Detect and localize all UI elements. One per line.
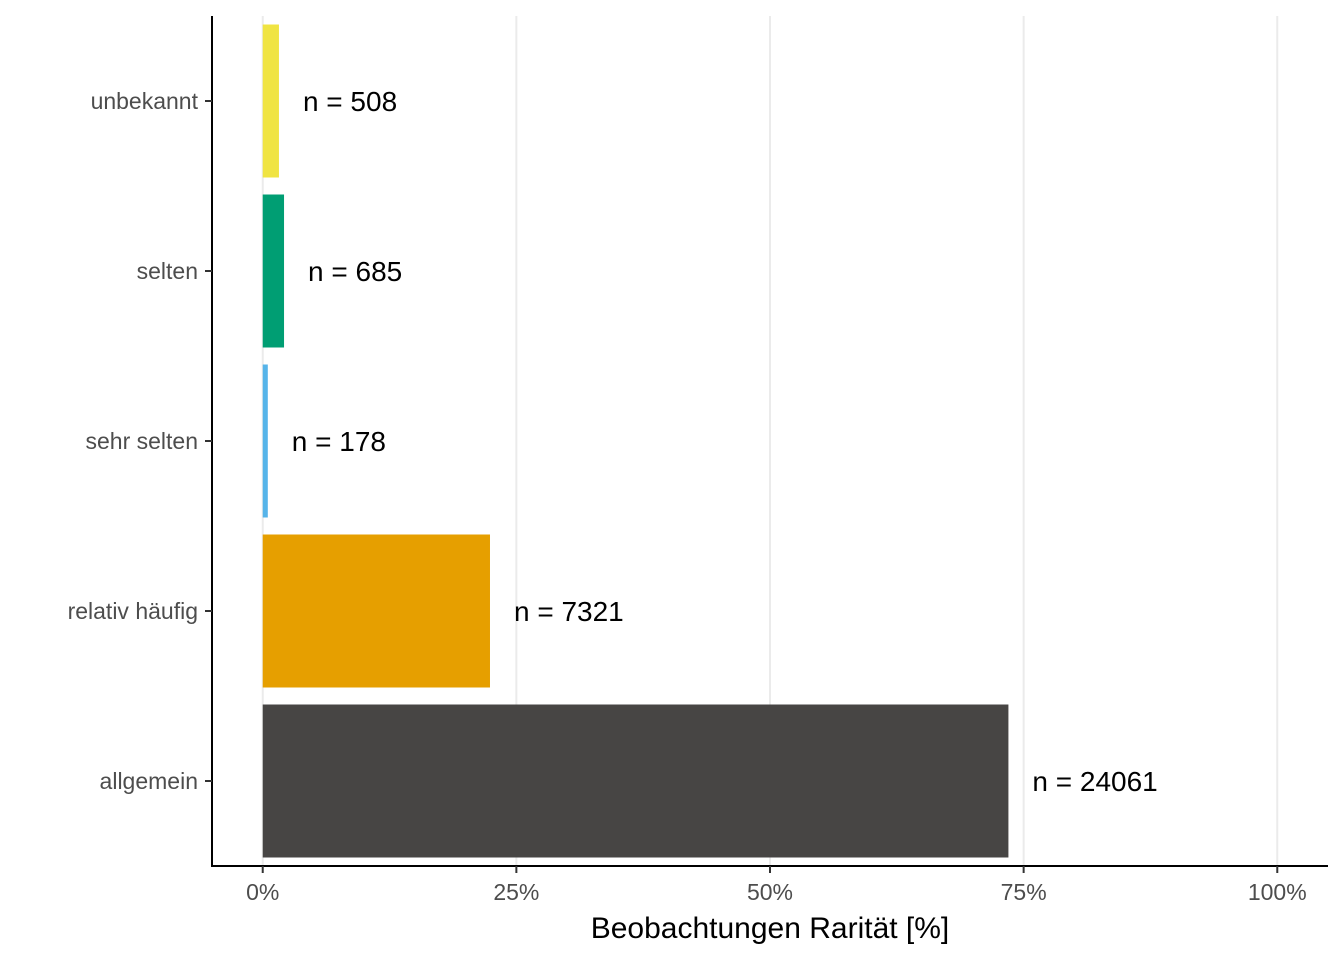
x-axis-ticks: 0% 25% 50% 75% 100% (246, 866, 1307, 905)
bar-sehr-selten (262, 364, 268, 518)
bar-relativ-h-ufig (262, 534, 490, 688)
data-label-relativ-h-ufig: n = 7321 (514, 596, 624, 627)
bar-unbekannt (262, 24, 279, 178)
y-tick-label-allgemein: allgemein (100, 768, 198, 794)
data-label-selten: n = 685 (308, 256, 402, 287)
x-tick-label-50: 50% (747, 879, 793, 905)
x-tick-label-100: 100% (1248, 879, 1307, 905)
x-tick-label-75: 75% (1001, 879, 1047, 905)
x-tick-label-25: 25% (493, 879, 539, 905)
y-tick-label-unbekannt: unbekannt (91, 88, 199, 114)
bar-allgemein (262, 704, 1009, 858)
data-labels: n = 508 n = 685 n = 178 n = 7321 n = 24061 (292, 86, 1158, 797)
x-axis-title: Beobachtungen Rarität [%] (591, 912, 950, 945)
y-axis-ticks: unbekannt selten sehr selten relativ häufig… (68, 88, 212, 794)
x-tick-label-0: 0% (246, 879, 279, 905)
bars (262, 24, 1009, 858)
data-label-allgemein: n = 24061 (1032, 766, 1157, 797)
y-tick-label-relativ-h-ufig: relativ häufig (68, 598, 198, 624)
data-label-unbekannt: n = 508 (303, 86, 397, 117)
y-tick-label-selten: selten (137, 258, 198, 284)
y-tick-label-sehr-selten: sehr selten (85, 428, 198, 454)
data-label-sehr-selten: n = 178 (292, 426, 386, 457)
bar-selten (262, 194, 285, 348)
